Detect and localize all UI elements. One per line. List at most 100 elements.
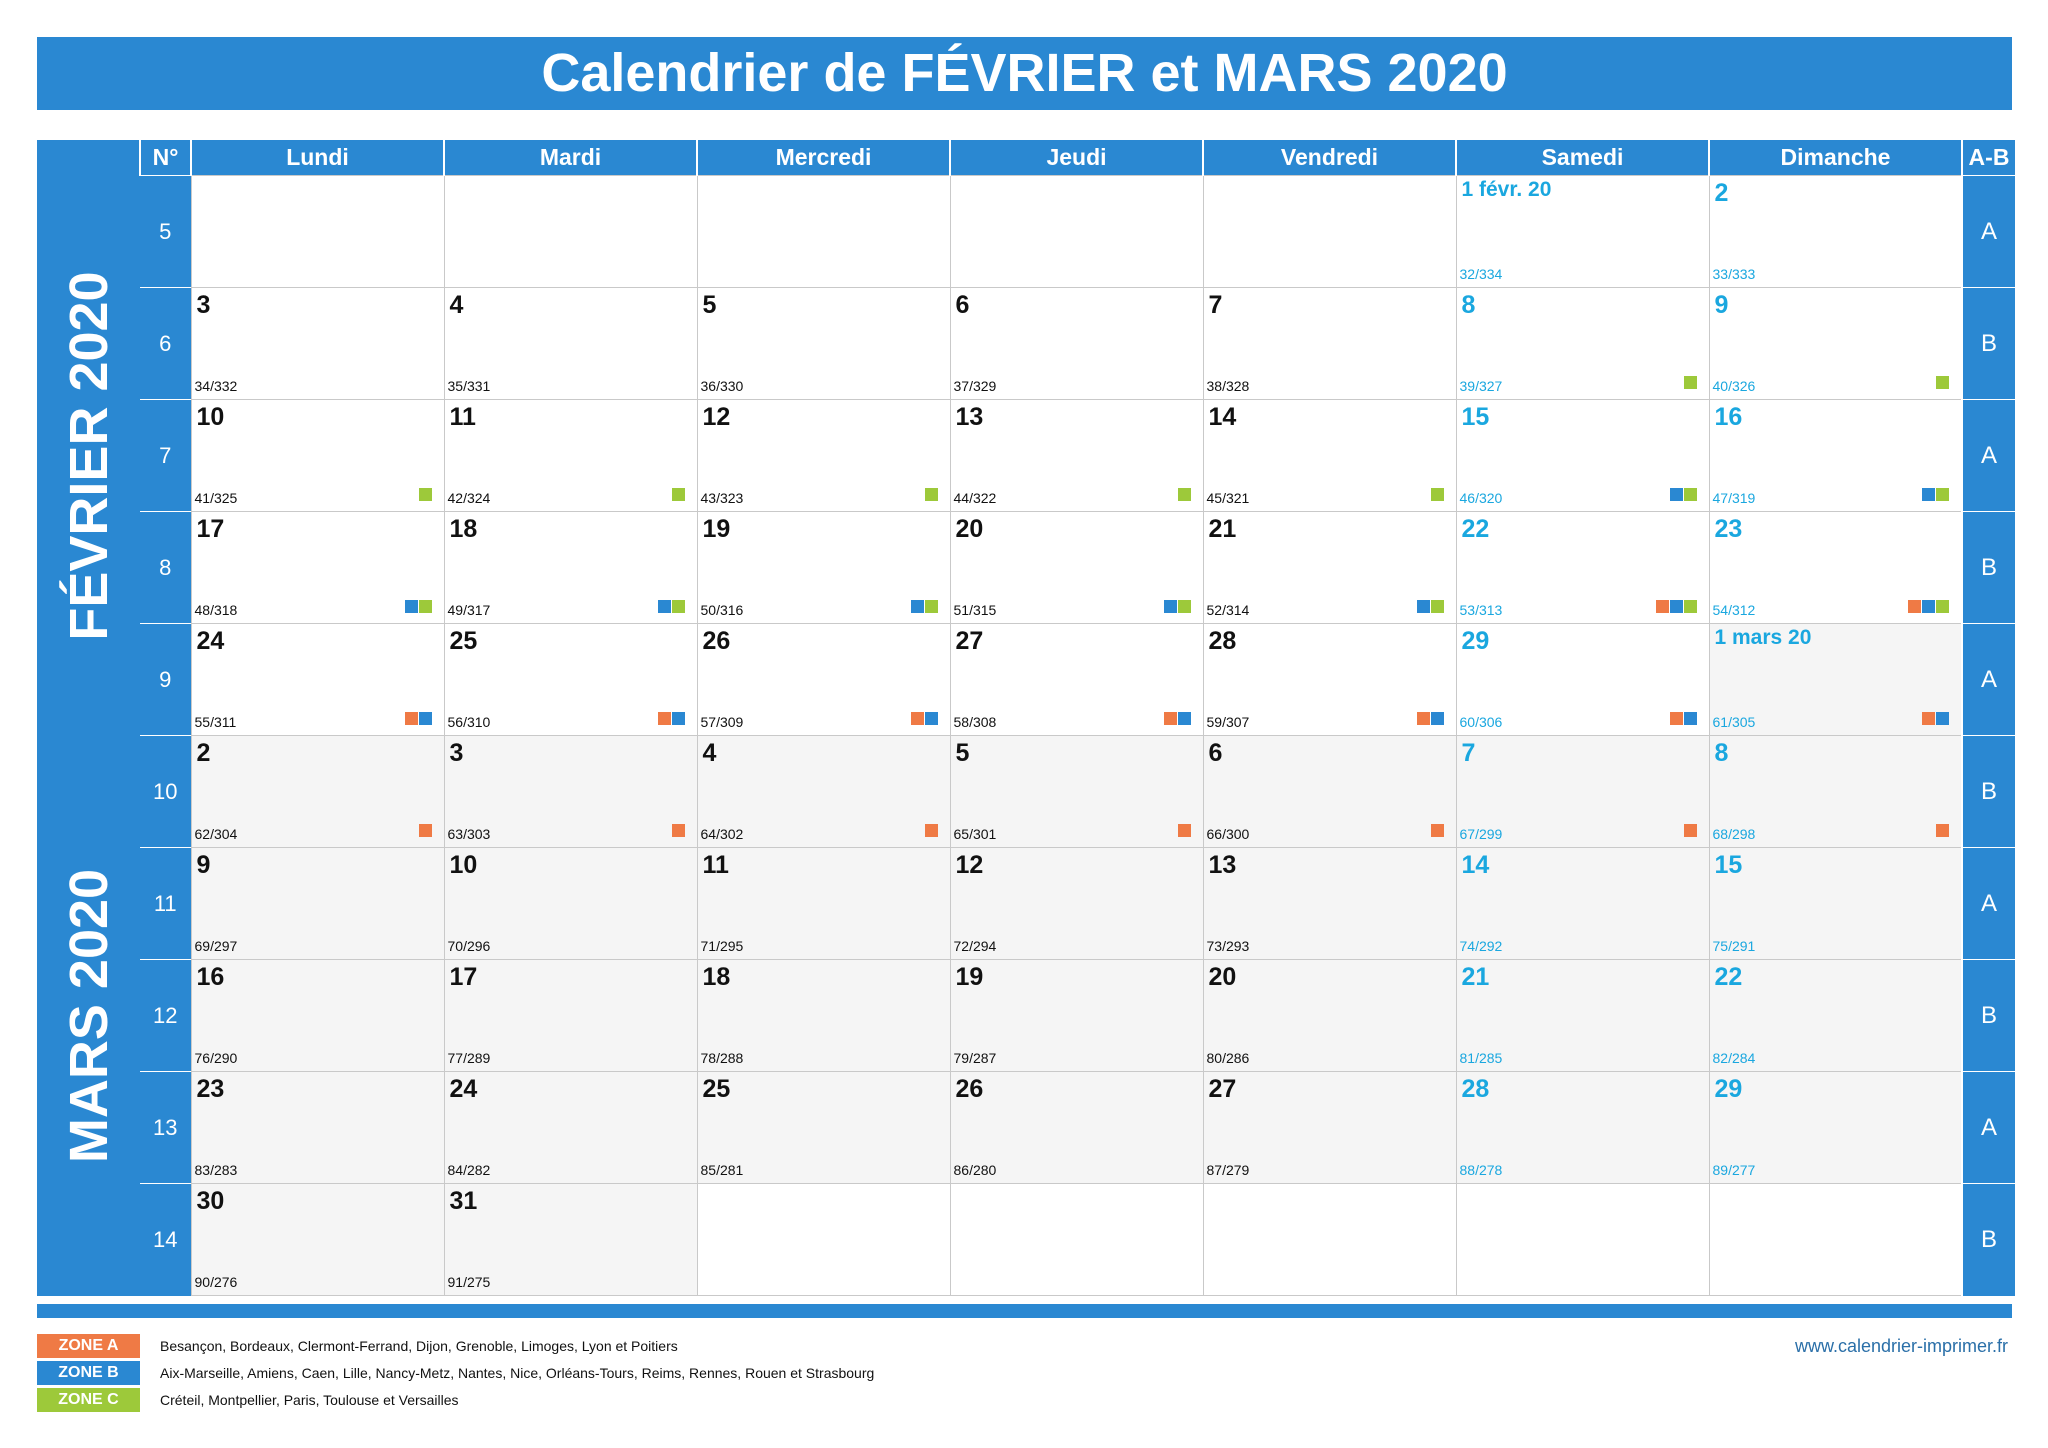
zone-a-badge: ZONE A bbox=[37, 1333, 140, 1358]
day-number: 9 bbox=[1714, 291, 1729, 319]
day-count: 39/327 bbox=[1459, 378, 1503, 394]
holiday-zones bbox=[1683, 824, 1697, 837]
day-cell[interactable]: 3 63/303 bbox=[443, 735, 698, 848]
day-cell[interactable]: 28 59/307 bbox=[1202, 623, 1457, 736]
header-day-jeudi: Jeudi bbox=[949, 140, 1203, 176]
day-cell[interactable]: 5 65/301 bbox=[949, 735, 1204, 848]
zone-b-marker bbox=[671, 712, 685, 725]
zone-a-marker bbox=[1163, 712, 1177, 725]
day-cell[interactable]: 29 60/306 bbox=[1455, 623, 1710, 736]
day-count: 65/301 bbox=[953, 826, 997, 842]
day-cell[interactable]: 20 80/286 bbox=[1202, 959, 1457, 1072]
day-cell[interactable]: 6 37/329 bbox=[949, 287, 1204, 400]
day-cell[interactable]: 13 73/293 bbox=[1202, 847, 1457, 960]
day-cell[interactable]: 28 88/278 bbox=[1455, 1071, 1710, 1184]
header-corner bbox=[37, 140, 140, 176]
day-count: 68/298 bbox=[1712, 826, 1756, 842]
day-cell[interactable]: 4 35/331 bbox=[443, 287, 698, 400]
day-number: 5 bbox=[702, 291, 717, 319]
day-cell[interactable]: 9 40/326 bbox=[1708, 287, 1963, 400]
day-count: 53/313 bbox=[1459, 602, 1503, 618]
zone-c-marker bbox=[1683, 488, 1697, 501]
day-cell[interactable]: 15 46/320 bbox=[1455, 399, 1710, 512]
day-cell[interactable]: 19 50/316 bbox=[696, 511, 951, 624]
day-cell[interactable]: 5 36/330 bbox=[696, 287, 951, 400]
day-cell[interactable]: 10 70/296 bbox=[443, 847, 698, 960]
day-cell[interactable]: 22 53/313 bbox=[1455, 511, 1710, 624]
day-count: 40/326 bbox=[1712, 378, 1756, 394]
day-cell[interactable]: 31 91/275 bbox=[443, 1183, 698, 1296]
zone-c-marker bbox=[924, 600, 938, 613]
day-number: 21 bbox=[1461, 963, 1490, 991]
day-cell[interactable]: 24 55/311 bbox=[190, 623, 445, 736]
day-cell-empty bbox=[1202, 1183, 1457, 1296]
day-cell[interactable]: 25 56/310 bbox=[443, 623, 698, 736]
holiday-zones bbox=[1430, 488, 1444, 501]
day-cell[interactable]: 18 78/288 bbox=[696, 959, 951, 1072]
header-day-vendredi: Vendredi bbox=[1202, 140, 1456, 176]
day-number: 17 bbox=[449, 963, 478, 991]
day-cell[interactable]: 4 64/302 bbox=[696, 735, 951, 848]
day-cell[interactable]: 21 52/314 bbox=[1202, 511, 1457, 624]
day-number: 28 bbox=[1208, 627, 1237, 655]
day-cell[interactable]: 20 51/315 bbox=[949, 511, 1204, 624]
day-cell[interactable]: 15 75/291 bbox=[1708, 847, 1963, 960]
day-cell[interactable]: 23 83/283 bbox=[190, 1071, 445, 1184]
day-cell[interactable]: 8 68/298 bbox=[1708, 735, 1963, 848]
day-number: 16 bbox=[196, 963, 225, 991]
day-cell[interactable]: 16 76/290 bbox=[190, 959, 445, 1072]
day-cell[interactable]: 16 47/319 bbox=[1708, 399, 1963, 512]
day-cell[interactable]: 10 41/325 bbox=[190, 399, 445, 512]
day-cell[interactable]: 8 39/327 bbox=[1455, 287, 1710, 400]
day-cell[interactable]: 7 67/299 bbox=[1455, 735, 1710, 848]
day-number: 3 bbox=[449, 739, 464, 767]
day-cell[interactable]: 17 48/318 bbox=[190, 511, 445, 624]
holiday-zones bbox=[1163, 712, 1191, 725]
day-number: 19 bbox=[955, 963, 984, 991]
day-count: 78/288 bbox=[700, 1050, 744, 1066]
day-cell[interactable]: 18 49/317 bbox=[443, 511, 698, 624]
week-row: 8 17 48/318 18 49/317 19 50/316 20 51/315 21 52/31… bbox=[37, 511, 2015, 624]
day-number: 4 bbox=[449, 291, 464, 319]
day-cell[interactable]: 3 34/332 bbox=[190, 287, 445, 400]
day-cell[interactable]: 12 72/294 bbox=[949, 847, 1204, 960]
zone-c-marker bbox=[671, 600, 685, 613]
day-cell[interactable]: 11 42/324 bbox=[443, 399, 698, 512]
day-cell[interactable]: 11 71/295 bbox=[696, 847, 951, 960]
week-row: 7 10 41/325 11 42/324 12 43/323 13 44/322 14 45/32… bbox=[37, 399, 2015, 512]
day-cell[interactable]: 27 58/308 bbox=[949, 623, 1204, 736]
day-cell[interactable]: 12 43/323 bbox=[696, 399, 951, 512]
day-cell[interactable]: 26 86/280 bbox=[949, 1071, 1204, 1184]
day-cell[interactable]: 17 77/289 bbox=[443, 959, 698, 1072]
day-cell[interactable]: 7 38/328 bbox=[1202, 287, 1457, 400]
holiday-zones bbox=[418, 488, 432, 501]
zone-c-marker bbox=[1177, 488, 1191, 501]
day-cell[interactable]: 30 90/276 bbox=[190, 1183, 445, 1296]
week-ab: A bbox=[1961, 847, 2015, 960]
website-link[interactable]: www.calendrier-imprimer.fr bbox=[1794, 1336, 2008, 1356]
day-cell[interactable]: 26 57/309 bbox=[696, 623, 951, 736]
day-cell[interactable]: 2 33/333 bbox=[1708, 175, 1963, 288]
day-cell[interactable]: 6 66/300 bbox=[1202, 735, 1457, 848]
day-cell[interactable]: 13 44/322 bbox=[949, 399, 1204, 512]
day-cell[interactable]: 22 82/284 bbox=[1708, 959, 1963, 1072]
day-count: 83/283 bbox=[194, 1162, 238, 1178]
day-cell[interactable]: 2 62/304 bbox=[190, 735, 445, 848]
day-count: 34/332 bbox=[194, 378, 238, 394]
day-cell[interactable]: 29 89/277 bbox=[1708, 1071, 1963, 1184]
day-count: 89/277 bbox=[1712, 1162, 1756, 1178]
zone-b-marker bbox=[1936, 712, 1949, 725]
zone-a-marker bbox=[1683, 824, 1697, 837]
day-cell[interactable]: 19 79/287 bbox=[949, 959, 1204, 1072]
day-cell[interactable]: 27 87/279 bbox=[1202, 1071, 1457, 1184]
day-cell[interactable]: 14 45/321 bbox=[1202, 399, 1457, 512]
holiday-zones bbox=[1177, 824, 1191, 837]
day-cell[interactable]: 24 84/282 bbox=[443, 1071, 698, 1184]
day-cell[interactable]: 9 69/297 bbox=[190, 847, 445, 960]
day-cell[interactable]: 14 74/292 bbox=[1455, 847, 1710, 960]
day-cell[interactable]: 1 mars 20 61/305 bbox=[1708, 623, 1963, 736]
day-cell[interactable]: 1 févr. 20 32/334 bbox=[1455, 175, 1710, 288]
day-cell[interactable]: 21 81/285 bbox=[1455, 959, 1710, 1072]
day-cell[interactable]: 23 54/312 bbox=[1708, 511, 1963, 624]
day-cell[interactable]: 25 85/281 bbox=[696, 1071, 951, 1184]
